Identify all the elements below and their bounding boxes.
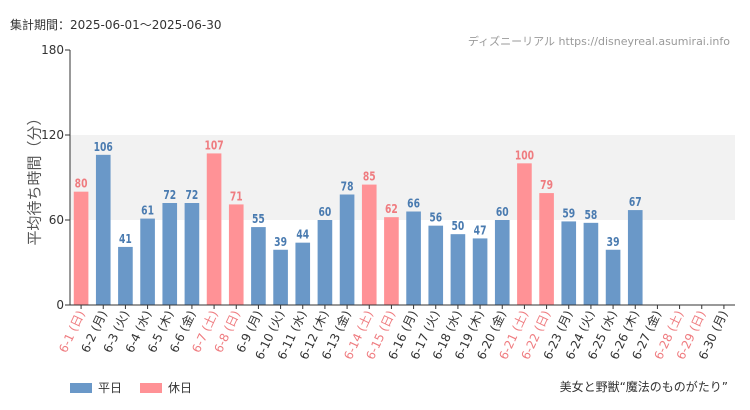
source-credit: ディズニーリアル https://disneyreal.asumirai.inf… <box>467 35 730 48</box>
bar <box>251 227 266 305</box>
bar-value-label: 61 <box>141 204 154 218</box>
bar <box>118 246 133 305</box>
bar-value-label: 60 <box>319 205 332 219</box>
bar <box>406 211 421 305</box>
bar <box>361 184 377 305</box>
bar-value-label: 79 <box>540 178 553 192</box>
bar <box>428 225 444 305</box>
bar <box>627 210 643 305</box>
bar-value-label: 44 <box>296 228 309 242</box>
bar-value-label: 72 <box>186 188 199 202</box>
bar <box>517 163 532 305</box>
bar <box>184 203 200 305</box>
legend: 平日 休日 <box>70 379 210 396</box>
bar-value-label: 67 <box>629 195 642 209</box>
bar <box>228 204 244 305</box>
bar <box>539 193 554 305</box>
legend-label-holiday: 休日 <box>168 381 193 395</box>
bar-value-label: 100 <box>515 148 534 162</box>
bar-value-label: 58 <box>585 208 598 222</box>
bar <box>140 218 155 305</box>
legend-swatch-weekday <box>70 382 92 393</box>
bar-value-label: 85 <box>363 170 376 184</box>
bar-value-label: 107 <box>204 138 223 152</box>
y-tick-label: 180 <box>41 43 64 57</box>
bar-value-label: 55 <box>252 212 265 226</box>
bar <box>450 234 466 305</box>
bar <box>317 220 333 305</box>
bar-value-label: 80 <box>75 177 88 191</box>
bar <box>273 249 288 305</box>
y-tick-label: 60 <box>49 213 64 227</box>
legend-label-weekday: 平日 <box>98 381 123 395</box>
bar-value-label: 56 <box>429 211 442 225</box>
bar <box>206 153 222 305</box>
bar <box>339 194 355 305</box>
bar <box>295 242 311 305</box>
bar-value-label: 50 <box>452 219 465 233</box>
bar-value-label: 60 <box>496 205 509 219</box>
y-tick-label: 0 <box>56 298 64 312</box>
bar-value-label: 66 <box>407 197 420 211</box>
legend-item-holiday: 休日 <box>140 379 192 396</box>
bar <box>472 238 488 305</box>
bar <box>494 220 510 305</box>
shaded-band <box>70 135 735 220</box>
attraction-name: 美女と野獣“魔法のものがたり” <box>559 380 728 394</box>
bar <box>95 154 111 305</box>
bar-value-label: 41 <box>119 232 132 246</box>
legend-item-weekday: 平日 <box>70 379 122 396</box>
bar-value-label: 47 <box>474 223 487 237</box>
bar <box>605 249 621 305</box>
legend-swatch-holiday <box>140 382 163 393</box>
y-tick-label: 120 <box>41 128 64 142</box>
bar-value-label: 78 <box>341 180 354 194</box>
bar-value-label: 39 <box>274 235 287 249</box>
bar-value-label: 59 <box>562 206 575 220</box>
bar <box>73 191 89 305</box>
bar <box>583 222 599 305</box>
bar-value-label: 72 <box>163 188 176 202</box>
bar-value-label: 106 <box>94 140 113 154</box>
bar <box>561 221 577 305</box>
period-label: 集計期間：2025-06-01〜2025-06-30 <box>10 18 222 32</box>
bar-value-label: 71 <box>230 189 243 203</box>
bar-value-label: 62 <box>385 202 398 216</box>
bar-value-label: 39 <box>607 235 620 249</box>
bar <box>384 217 399 305</box>
bar <box>162 203 178 305</box>
